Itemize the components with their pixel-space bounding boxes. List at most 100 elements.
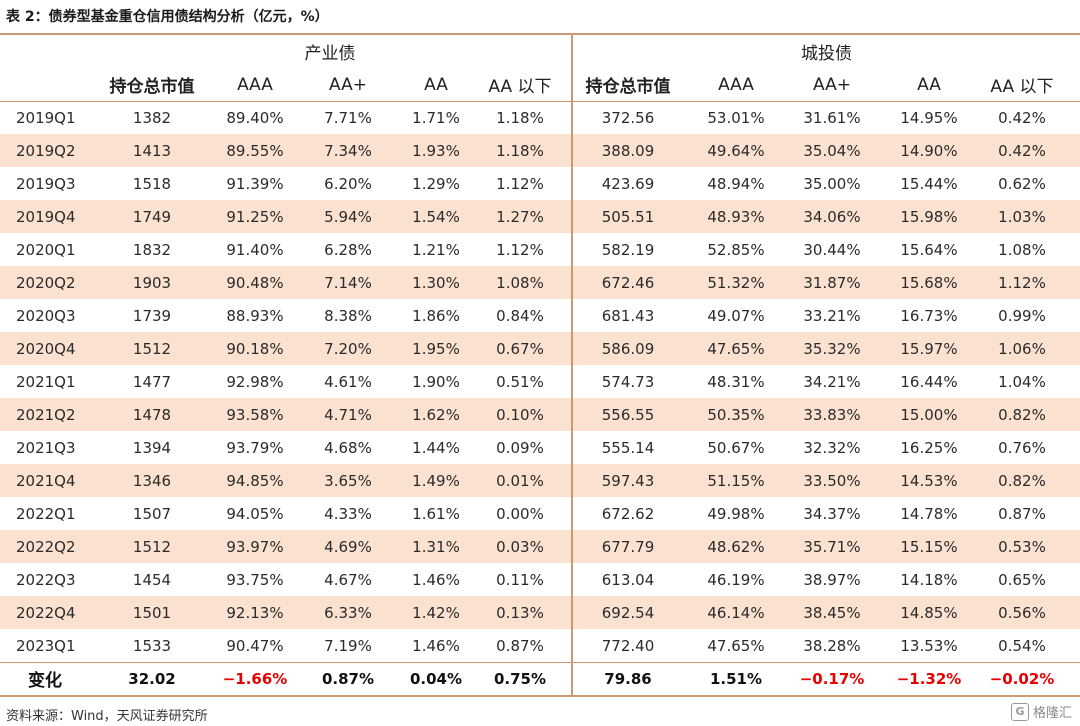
value-cell: 0.56%: [998, 603, 1046, 622]
value-cell: 14.78%: [900, 504, 958, 523]
value-cell: 1501: [132, 603, 172, 622]
value-cell: 0.54%: [998, 636, 1046, 655]
period-cell: 2020Q2: [16, 273, 76, 292]
group-header-industrial: 产业债: [304, 44, 356, 64]
value-cell: 1507: [132, 504, 172, 523]
value-cell: 582.19: [601, 240, 655, 259]
change-cell: −0.02%: [989, 669, 1055, 688]
period-cell: 2021Q1: [16, 372, 76, 391]
value-cell: 38.28%: [803, 636, 861, 655]
value-cell: 15.98%: [900, 207, 958, 226]
value-cell: 1.44%: [412, 438, 460, 457]
period-cell: 2022Q1: [16, 504, 76, 523]
value-cell: 672.46: [601, 273, 655, 292]
table-row: 2019Q3 1518 91.39% 6.20% 1.29% 1.12% 423.69 48.…: [0, 167, 1080, 200]
value-cell: 0.65%: [998, 570, 1046, 589]
value-cell: 423.69: [601, 174, 655, 193]
value-cell: 1749: [132, 207, 172, 226]
value-cell: 88.93%: [226, 306, 284, 325]
value-cell: 4.69%: [324, 537, 372, 556]
value-cell: 681.43: [601, 306, 655, 325]
value-cell: 1.61%: [412, 504, 460, 523]
value-cell: 372.56: [601, 108, 655, 127]
value-cell: 1533: [132, 636, 172, 655]
value-cell: 15.64%: [900, 240, 958, 259]
value-cell: 7.71%: [324, 108, 372, 127]
period-cell: 2022Q2: [16, 537, 76, 556]
period-cell: 2020Q3: [16, 306, 76, 325]
value-cell: 14.53%: [900, 471, 958, 490]
value-cell: 35.32%: [803, 339, 861, 358]
value-cell: 1478: [132, 405, 172, 424]
value-cell: 14.95%: [900, 108, 958, 127]
change-cell: −0.17%: [799, 669, 865, 688]
value-cell: 15.15%: [900, 537, 958, 556]
value-cell: 48.94%: [707, 174, 765, 193]
value-cell: 0.10%: [496, 405, 544, 424]
value-cell: 35.04%: [803, 141, 861, 160]
value-cell: 1903: [132, 273, 172, 292]
value-cell: 0.51%: [496, 372, 544, 391]
value-cell: 692.54: [601, 603, 655, 622]
value-cell: 89.40%: [226, 108, 284, 127]
value-cell: 1.21%: [412, 240, 460, 259]
value-cell: 1.29%: [412, 174, 460, 193]
value-cell: 1.27%: [496, 207, 544, 226]
value-cell: 1.08%: [496, 273, 544, 292]
value-cell: 0.87%: [496, 636, 544, 655]
period-cell: 2021Q3: [16, 438, 76, 457]
value-cell: 505.51: [601, 207, 655, 226]
source-note: 资料来源：Wind，天风证券研究所: [6, 709, 208, 724]
table-row: 2022Q1 1507 94.05% 4.33% 1.61% 0.00% 672.62 49.…: [0, 497, 1080, 530]
value-cell: 1.30%: [412, 273, 460, 292]
table-row: 2020Q4 1512 90.18% 7.20% 1.95% 0.67% 586.09 47.…: [0, 332, 1080, 365]
value-cell: 0.13%: [496, 603, 544, 622]
value-cell: 49.64%: [707, 141, 765, 160]
table-row: 2021Q3 1394 93.79% 4.68% 1.44% 0.09% 555.14 50.…: [0, 431, 1080, 464]
table-row: 2021Q1 1477 92.98% 4.61% 1.90% 0.51% 574.73 48.…: [0, 365, 1080, 398]
value-cell: 1.18%: [496, 141, 544, 160]
value-cell: 48.31%: [707, 372, 765, 391]
column-header: AA: [424, 74, 448, 95]
value-cell: 51.15%: [707, 471, 765, 490]
value-cell: 48.62%: [707, 537, 765, 556]
value-cell: 1512: [132, 537, 172, 556]
value-cell: 1.42%: [412, 603, 460, 622]
value-cell: 52.85%: [707, 240, 765, 259]
table-row: 2019Q1 1382 89.40% 7.71% 1.71% 1.18% 372.56 53.…: [0, 101, 1080, 134]
table-row: 2020Q3 1739 88.93% 8.38% 1.86% 0.84% 681.43 49.…: [0, 299, 1080, 332]
table-caption: 表 2：债券型基金重仓信用债结构分析（亿元，%）: [6, 9, 329, 25]
column-header: AA+: [329, 74, 367, 95]
logo-icon: G: [1010, 702, 1029, 721]
value-cell: 33.50%: [803, 471, 861, 490]
value-cell: 46.14%: [707, 603, 765, 622]
value-cell: 4.67%: [324, 570, 372, 589]
value-cell: 16.25%: [900, 438, 958, 457]
value-cell: 1.18%: [496, 108, 544, 127]
value-cell: 1346: [132, 471, 172, 490]
value-cell: 49.07%: [707, 306, 765, 325]
value-cell: 50.35%: [707, 405, 765, 424]
value-cell: 0.42%: [998, 108, 1046, 127]
column-header: AA+: [813, 74, 851, 95]
table-row: 2020Q1 1832 91.40% 6.28% 1.21% 1.12% 582.19 52.…: [0, 233, 1080, 266]
value-cell: 50.67%: [707, 438, 765, 457]
period-cell: 2020Q1: [16, 240, 76, 259]
value-cell: 34.37%: [803, 504, 861, 523]
value-cell: 35.00%: [803, 174, 861, 193]
value-cell: 38.45%: [803, 603, 861, 622]
value-cell: 677.79: [601, 537, 655, 556]
value-cell: 7.34%: [324, 141, 372, 160]
period-cell: 2020Q4: [16, 339, 76, 358]
value-cell: 4.71%: [324, 405, 372, 424]
value-cell: 1.06%: [998, 339, 1046, 358]
group-header-urban: 城投债: [801, 44, 852, 64]
change-cell: 1.51%: [709, 669, 763, 688]
value-cell: 0.00%: [496, 504, 544, 523]
value-cell: 91.25%: [226, 207, 284, 226]
value-cell: 1.71%: [412, 108, 460, 127]
value-cell: 90.48%: [226, 273, 284, 292]
value-cell: 1.12%: [496, 240, 544, 259]
value-cell: 1.46%: [412, 636, 460, 655]
value-cell: 0.53%: [998, 537, 1046, 556]
